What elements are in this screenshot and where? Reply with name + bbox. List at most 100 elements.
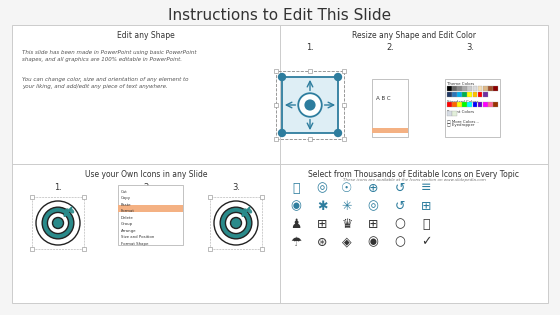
Text: 3.: 3. (466, 43, 474, 52)
Text: Copy: Copy (121, 197, 131, 201)
FancyBboxPatch shape (447, 92, 452, 97)
FancyBboxPatch shape (30, 195, 34, 199)
FancyBboxPatch shape (473, 92, 477, 97)
Circle shape (220, 207, 252, 239)
FancyBboxPatch shape (208, 247, 212, 251)
FancyBboxPatch shape (274, 103, 278, 107)
FancyBboxPatch shape (463, 102, 467, 107)
Text: ☂: ☂ (291, 236, 302, 249)
FancyBboxPatch shape (483, 92, 488, 97)
Text: ↺: ↺ (395, 181, 405, 194)
Text: ≡: ≡ (421, 181, 431, 194)
Text: Select from Thousands of Editable Icons on Every Topic: Select from Thousands of Editable Icons … (309, 170, 520, 179)
FancyBboxPatch shape (483, 102, 488, 107)
Text: ⊞: ⊞ (317, 217, 327, 231)
FancyBboxPatch shape (463, 86, 467, 91)
Text: A B C: A B C (376, 95, 391, 100)
FancyBboxPatch shape (372, 128, 408, 133)
Text: ⊛: ⊛ (317, 236, 327, 249)
Circle shape (298, 93, 322, 117)
FancyBboxPatch shape (452, 92, 457, 97)
FancyBboxPatch shape (342, 103, 346, 107)
Text: ✓: ✓ (421, 236, 431, 249)
FancyBboxPatch shape (30, 247, 34, 251)
Text: ♛: ♛ (342, 217, 353, 231)
Text: 1.: 1. (306, 43, 314, 52)
FancyBboxPatch shape (473, 102, 477, 107)
Text: 1.: 1. (54, 183, 62, 192)
Text: Cut: Cut (121, 190, 128, 194)
Text: ✳: ✳ (342, 199, 352, 213)
Circle shape (42, 207, 74, 239)
Text: 2.: 2. (386, 43, 394, 52)
Circle shape (214, 201, 258, 245)
FancyBboxPatch shape (342, 137, 346, 141)
Text: ◉: ◉ (367, 236, 379, 249)
Text: Delete: Delete (121, 216, 134, 220)
FancyBboxPatch shape (12, 25, 548, 303)
FancyBboxPatch shape (208, 195, 212, 199)
Circle shape (48, 212, 68, 233)
Text: 2.: 2. (143, 183, 151, 192)
Text: □ Eyedropper: □ Eyedropper (447, 123, 474, 127)
FancyBboxPatch shape (493, 86, 498, 91)
FancyBboxPatch shape (493, 102, 498, 107)
Circle shape (226, 212, 246, 233)
Text: Resize any Shape and Edit Color: Resize any Shape and Edit Color (352, 31, 476, 40)
FancyBboxPatch shape (468, 92, 472, 97)
FancyBboxPatch shape (274, 69, 278, 73)
FancyBboxPatch shape (488, 102, 493, 107)
Ellipse shape (247, 208, 252, 214)
FancyBboxPatch shape (274, 137, 278, 141)
FancyBboxPatch shape (260, 195, 264, 199)
Text: ◎: ◎ (316, 181, 328, 194)
FancyBboxPatch shape (372, 79, 408, 137)
Text: You can change color, size and orientation of any element to
your liking, and ad: You can change color, size and orientati… (22, 77, 189, 89)
Circle shape (334, 129, 342, 136)
FancyBboxPatch shape (457, 92, 462, 97)
Text: ♟: ♟ (291, 217, 302, 231)
FancyBboxPatch shape (478, 102, 482, 107)
Text: ◈: ◈ (342, 236, 352, 249)
Circle shape (231, 217, 241, 228)
FancyBboxPatch shape (308, 137, 312, 141)
Circle shape (334, 73, 342, 81)
Text: ⌖: ⌖ (292, 181, 300, 194)
Text: ○: ○ (395, 236, 405, 249)
FancyBboxPatch shape (445, 79, 500, 137)
Text: ↺: ↺ (395, 199, 405, 213)
Circle shape (278, 129, 286, 136)
Circle shape (36, 201, 80, 245)
Text: ⊞: ⊞ (421, 199, 431, 213)
FancyBboxPatch shape (447, 111, 452, 116)
Text: Format: Format (121, 209, 135, 214)
Circle shape (278, 73, 286, 81)
Text: Paste: Paste (121, 203, 132, 207)
Text: Standard Colors: Standard Colors (447, 100, 478, 104)
Text: Arrange: Arrange (121, 229, 137, 233)
Text: ◎: ◎ (367, 199, 379, 213)
FancyBboxPatch shape (483, 86, 488, 91)
Text: ⊕: ⊕ (368, 181, 378, 194)
FancyBboxPatch shape (478, 86, 482, 91)
FancyBboxPatch shape (82, 195, 86, 199)
Ellipse shape (69, 208, 74, 214)
Text: ○: ○ (395, 217, 405, 231)
Circle shape (53, 217, 63, 228)
Text: □ More Colors...: □ More Colors... (447, 119, 479, 123)
FancyBboxPatch shape (308, 69, 312, 73)
Text: ☉: ☉ (342, 181, 353, 194)
Text: ✱: ✱ (317, 199, 327, 213)
FancyBboxPatch shape (478, 92, 482, 97)
Text: Theme Colors: Theme Colors (447, 82, 474, 86)
FancyBboxPatch shape (342, 69, 346, 73)
Text: Size and Position: Size and Position (121, 236, 155, 239)
Text: This slide has been made in PowerPoint using basic PowerPoint
shapes, and all gr: This slide has been made in PowerPoint u… (22, 50, 197, 62)
FancyBboxPatch shape (468, 102, 472, 107)
Text: 3.: 3. (232, 183, 240, 192)
FancyBboxPatch shape (452, 111, 457, 116)
FancyBboxPatch shape (452, 86, 457, 91)
FancyBboxPatch shape (118, 205, 183, 211)
FancyBboxPatch shape (447, 102, 452, 107)
Ellipse shape (242, 208, 247, 214)
